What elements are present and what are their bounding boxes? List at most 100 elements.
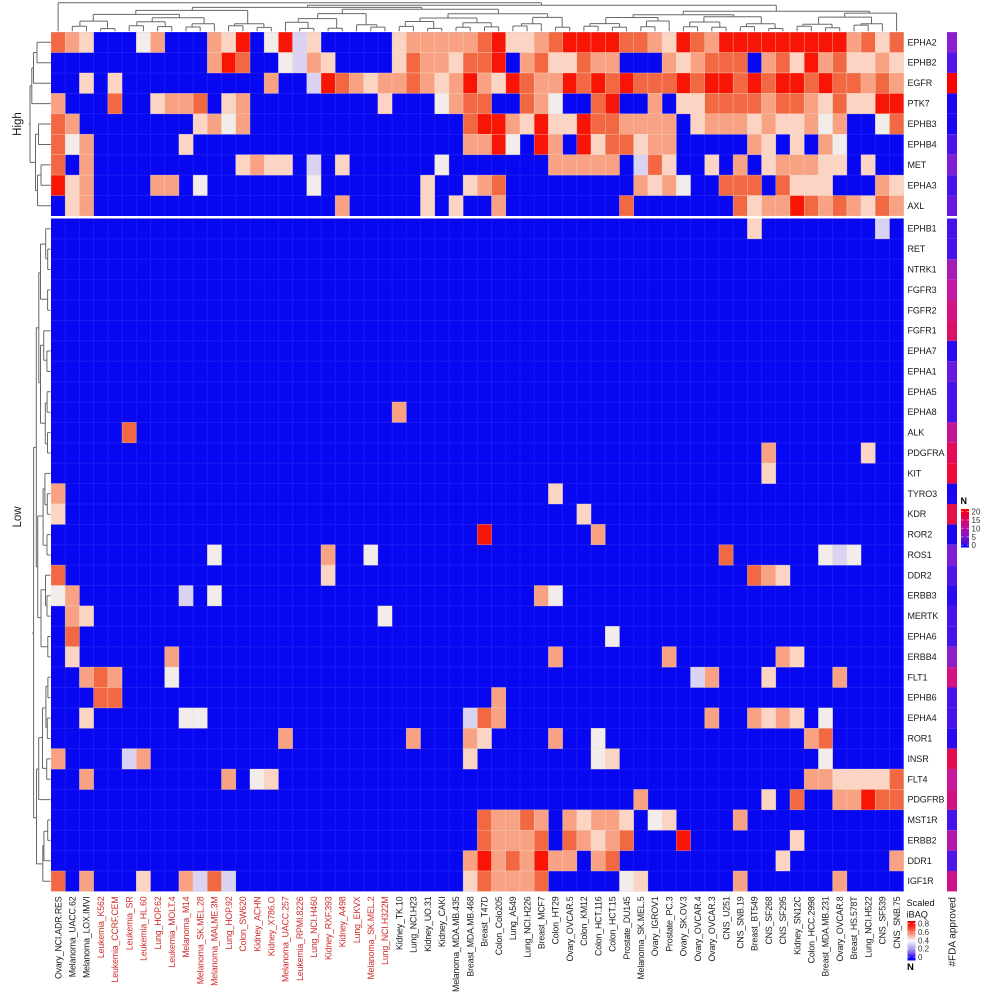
svg-text:0.4: 0.4 bbox=[918, 936, 930, 945]
svg-text:Melanoma_MDA.MB.435: Melanoma_MDA.MB.435 bbox=[451, 896, 461, 992]
svg-text:Lung_NCI.H322M: Lung_NCI.H322M bbox=[380, 897, 390, 965]
svg-text:CNS_SF539: CNS_SF539 bbox=[878, 896, 888, 944]
svg-text:ERBB3: ERBB3 bbox=[908, 591, 937, 601]
svg-text:5: 5 bbox=[972, 533, 977, 542]
svg-text:Kidney_CAKI: Kidney_CAKI bbox=[437, 897, 447, 948]
svg-text:FGFR2: FGFR2 bbox=[908, 305, 937, 315]
svg-text:EPHB1: EPHB1 bbox=[908, 224, 937, 234]
svg-text:FLT4: FLT4 bbox=[908, 774, 928, 784]
svg-text:Melanoma_SK.MEL.2: Melanoma_SK.MEL.2 bbox=[366, 896, 376, 979]
svg-text:Breast_MCF7: Breast_MCF7 bbox=[537, 896, 547, 949]
svg-text:Prostate_DU145: Prostate_DU145 bbox=[622, 896, 632, 959]
svg-text:Ovary_NCI.ADR.RES: Ovary_NCI.ADR.RES bbox=[53, 896, 63, 979]
svg-text:Lung_NCI.H460: Lung_NCI.H460 bbox=[309, 896, 319, 957]
svg-text:MERTK: MERTK bbox=[908, 611, 939, 621]
svg-text:Kidney_SN12C: Kidney_SN12C bbox=[792, 896, 802, 955]
svg-text:EPHA5: EPHA5 bbox=[908, 387, 937, 397]
svg-text:EPHA1: EPHA1 bbox=[908, 366, 937, 376]
svg-text:Colon_HT29: Colon_HT29 bbox=[551, 896, 561, 944]
svg-text:20: 20 bbox=[972, 508, 981, 517]
svg-text:EGFR: EGFR bbox=[908, 78, 933, 88]
svg-text:Breast_T47D: Breast_T47D bbox=[480, 897, 490, 947]
svg-text:EPHA8: EPHA8 bbox=[908, 407, 937, 417]
svg-text:Ovary_OVCAR.8: Ovary_OVCAR.8 bbox=[835, 896, 845, 961]
svg-text:FGFR3: FGFR3 bbox=[908, 285, 937, 295]
svg-text:EPHA3: EPHA3 bbox=[908, 180, 937, 190]
svg-text:Leukemia_HL.60: Leukemia_HL.60 bbox=[139, 896, 149, 961]
svg-text:Ovary_SK.OV.3: Ovary_SK.OV.3 bbox=[679, 896, 689, 956]
svg-text:KDR: KDR bbox=[908, 509, 927, 519]
svg-text:Colon_HCT.15: Colon_HCT.15 bbox=[608, 896, 618, 952]
svg-text:CNS_SNB.19: CNS_SNB.19 bbox=[736, 896, 746, 949]
svg-text:Leukemia_SR: Leukemia_SR bbox=[124, 897, 134, 951]
svg-text:ROR2: ROR2 bbox=[908, 530, 933, 540]
svg-text:Ovary_IGROV1: Ovary_IGROV1 bbox=[650, 896, 660, 956]
svg-text:Melanoma_UACC.62: Melanoma_UACC.62 bbox=[68, 896, 78, 977]
svg-text:Kidney_ACHN: Kidney_ACHN bbox=[252, 897, 262, 952]
svg-text:Kidney_RXF.393: Kidney_RXF.393 bbox=[323, 896, 333, 960]
svg-text:Melanoma_LOX.IMVI: Melanoma_LOX.IMVI bbox=[82, 897, 92, 979]
svg-text:Lung_HOP.62: Lung_HOP.62 bbox=[153, 896, 163, 949]
svg-text:0.2: 0.2 bbox=[918, 945, 930, 954]
svg-text:Leukemia_K562: Leukemia_K562 bbox=[96, 896, 106, 958]
svg-text:Melanoma_M14: Melanoma_M14 bbox=[181, 896, 191, 958]
svg-text:Leukemia_MOLT.4: Leukemia_MOLT.4 bbox=[167, 896, 177, 967]
svg-text:EPHA6: EPHA6 bbox=[908, 632, 937, 642]
svg-text:Colon_HCT.116: Colon_HCT.116 bbox=[593, 896, 603, 956]
svg-text:CNS_SNB.75: CNS_SNB.75 bbox=[892, 896, 902, 949]
svg-text:ROR1: ROR1 bbox=[908, 734, 933, 744]
svg-text:TYRO3: TYRO3 bbox=[908, 489, 938, 499]
svg-text:Scaled: Scaled bbox=[907, 898, 935, 908]
svg-text:Ovary_OVCAR.3: Ovary_OVCAR.3 bbox=[707, 896, 717, 961]
svg-text:0: 0 bbox=[972, 541, 977, 550]
svg-text:N: N bbox=[961, 496, 968, 506]
svg-text:High: High bbox=[12, 112, 24, 136]
svg-text:iBAQ: iBAQ bbox=[907, 910, 928, 920]
svg-text:Ovary_OVCAR.4: Ovary_OVCAR.4 bbox=[693, 896, 703, 961]
svg-text:ALK: ALK bbox=[908, 428, 925, 438]
svg-text:FLT1: FLT1 bbox=[908, 672, 928, 682]
svg-text:CNS_U251: CNS_U251 bbox=[721, 896, 731, 940]
svg-text:Ovary_OVCAR.5: Ovary_OVCAR.5 bbox=[565, 896, 575, 961]
svg-text:PTK7: PTK7 bbox=[908, 99, 930, 109]
svg-text:Kidney_X786.O: Kidney_X786.O bbox=[267, 896, 277, 956]
svg-text:Colon_KM12: Colon_KM12 bbox=[579, 896, 589, 946]
svg-text:EPHB3: EPHB3 bbox=[908, 119, 937, 129]
svg-text:Leukemia_CCRF.CEM: Leukemia_CCRF.CEM bbox=[110, 897, 120, 983]
svg-text:Breast_HS.578T: Breast_HS.578T bbox=[849, 896, 859, 960]
svg-text:Kidney_TK.10: Kidney_TK.10 bbox=[394, 896, 404, 950]
svg-text:ERBB4: ERBB4 bbox=[908, 652, 937, 662]
svg-text:0.6: 0.6 bbox=[918, 928, 930, 937]
svg-text:Lung_EKVX: Lung_EKVX bbox=[352, 896, 362, 943]
svg-text:Melanoma_UACC.257: Melanoma_UACC.257 bbox=[281, 896, 291, 982]
svg-text:NTRK1: NTRK1 bbox=[908, 265, 937, 275]
svg-text:CNS_SF295: CNS_SF295 bbox=[778, 896, 788, 944]
svg-text:EPHA4: EPHA4 bbox=[908, 713, 937, 723]
svg-text:10: 10 bbox=[972, 524, 981, 533]
svg-text:Lung_A549: Lung_A549 bbox=[508, 896, 518, 940]
svg-text:PDGFRA: PDGFRA bbox=[908, 448, 945, 458]
svg-text:ROS1: ROS1 bbox=[908, 550, 932, 560]
svg-text:EPHA2: EPHA2 bbox=[908, 37, 937, 47]
svg-text:KIT: KIT bbox=[908, 468, 922, 478]
svg-text:#FDA approved: #FDA approved bbox=[948, 897, 959, 967]
svg-text:Lung_NCI.H522: Lung_NCI.H522 bbox=[863, 896, 873, 957]
svg-text:Melanoma_MALME.3M: Melanoma_MALME.3M bbox=[210, 897, 220, 986]
svg-text:Low: Low bbox=[12, 506, 24, 528]
svg-text:Lung_NCI.H23: Lung_NCI.H23 bbox=[409, 896, 419, 953]
svg-text:Breast_MDA.MB.231: Breast_MDA.MB.231 bbox=[821, 896, 831, 976]
svg-text:Lung_NCI.H226: Lung_NCI.H226 bbox=[522, 896, 532, 957]
svg-text:Melanoma_SK.MEL.5: Melanoma_SK.MEL.5 bbox=[636, 896, 646, 979]
svg-text:Kidney_UO.31: Kidney_UO.31 bbox=[423, 896, 433, 952]
svg-text:ERBB2: ERBB2 bbox=[908, 835, 937, 845]
svg-text:EPHB4: EPHB4 bbox=[908, 140, 937, 150]
svg-text:0: 0 bbox=[918, 953, 923, 962]
svg-text:Breast_BT549: Breast_BT549 bbox=[750, 896, 760, 951]
svg-text:FGFR1: FGFR1 bbox=[908, 326, 937, 336]
svg-text:Colon_Colo205: Colon_Colo205 bbox=[494, 896, 504, 955]
svg-text:INSR: INSR bbox=[908, 754, 930, 764]
svg-text:0.8: 0.8 bbox=[918, 920, 930, 929]
svg-text:IGF1R: IGF1R bbox=[908, 876, 935, 886]
svg-text:Breast_MDA.MB.468: Breast_MDA.MB.468 bbox=[465, 896, 475, 976]
svg-text:EPHB6: EPHB6 bbox=[908, 693, 937, 703]
